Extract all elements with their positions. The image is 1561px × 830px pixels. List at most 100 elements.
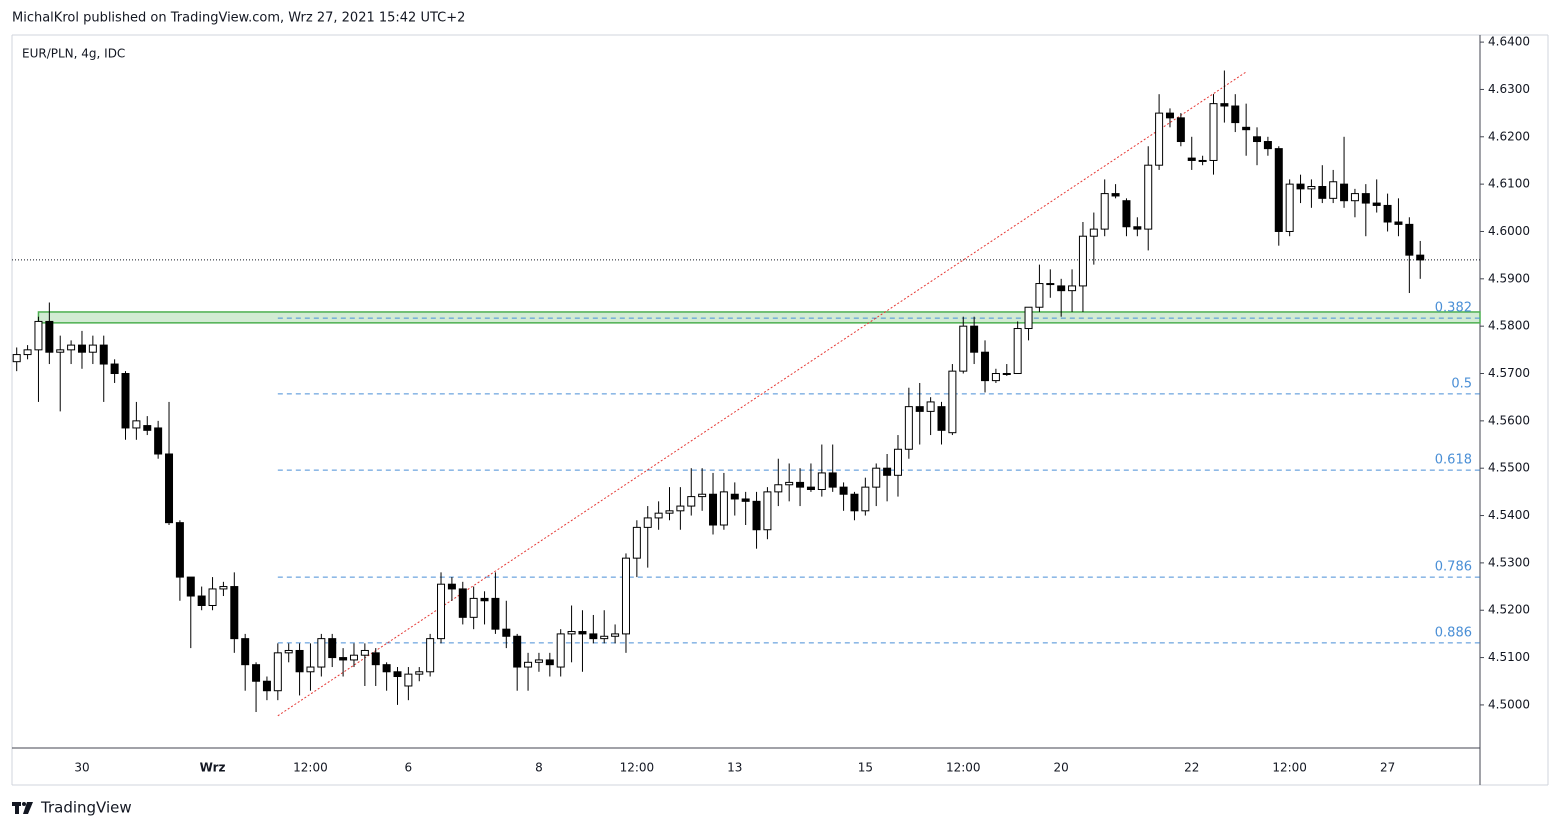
y-tick-label: 4.6300	[1488, 82, 1530, 96]
candle-body	[208, 588, 217, 606]
candle-body	[1176, 117, 1185, 143]
candle-body	[1253, 136, 1262, 143]
candle-body	[839, 486, 848, 495]
fib-label: 0.618	[1435, 453, 1472, 468]
candle-body	[1089, 228, 1098, 237]
candle-body	[1068, 285, 1077, 292]
candle-body	[491, 597, 500, 630]
candle-body	[698, 493, 707, 498]
candle-body	[1394, 221, 1403, 225]
candle-body	[1274, 148, 1283, 232]
candle-body	[306, 666, 315, 673]
candle-body	[186, 576, 195, 597]
candle-body	[981, 351, 990, 382]
candle-body	[883, 467, 892, 476]
candle-body	[687, 496, 696, 507]
candle-body	[415, 671, 424, 675]
x-tick-label: 13	[727, 761, 742, 775]
candle-body	[904, 406, 913, 450]
candle-body	[262, 680, 271, 692]
candle-body	[1383, 204, 1392, 223]
candle-body	[774, 484, 783, 493]
x-tick-label: 15	[858, 761, 873, 775]
candle-body	[806, 486, 815, 491]
x-tick-label: 12:00	[293, 761, 328, 775]
candle-body	[56, 349, 65, 353]
candle-body	[12, 354, 21, 363]
candle-body	[709, 493, 718, 526]
candle-body	[1144, 164, 1153, 230]
candle-body	[1198, 159, 1207, 162]
x-tick-label: 20	[1054, 761, 1069, 775]
candle-body	[926, 401, 935, 412]
candle-body	[77, 344, 86, 353]
candle-body	[143, 425, 152, 431]
candle-body	[404, 673, 413, 687]
candle-body	[861, 486, 870, 512]
y-tick-label: 4.5500	[1488, 461, 1530, 475]
candle-body	[828, 472, 837, 488]
candle-body	[273, 652, 282, 692]
y-tick-label: 4.5600	[1488, 413, 1530, 427]
y-tick-label: 4.6200	[1488, 129, 1530, 143]
candle-body	[1263, 141, 1272, 150]
brand: TradingView	[40, 799, 132, 817]
candle-body	[1340, 183, 1349, 202]
candle-body	[426, 638, 435, 673]
candle-body	[165, 453, 174, 524]
candle-body	[121, 373, 130, 429]
candle-body	[611, 633, 620, 637]
y-tick-label: 4.5800	[1488, 319, 1530, 333]
candle-body	[850, 493, 859, 512]
candle-body	[23, 349, 32, 356]
candle-body	[1329, 181, 1338, 199]
candle-body	[284, 649, 293, 654]
x-tick-label: 30	[74, 761, 89, 775]
candle-body	[1057, 285, 1066, 292]
candle-body	[1155, 112, 1164, 166]
y-tick-label: 4.5400	[1488, 508, 1530, 522]
candle-body	[948, 370, 957, 434]
candle-body	[1361, 193, 1370, 204]
candle-body	[785, 481, 794, 486]
candle-body	[915, 406, 924, 412]
candle-body	[230, 586, 239, 640]
candle-body	[752, 500, 761, 531]
candle-body	[991, 373, 1000, 382]
candle-body	[1416, 254, 1425, 261]
candle-body	[1209, 103, 1218, 161]
candle-body	[241, 638, 250, 666]
candle-body	[132, 420, 141, 429]
y-tick-label: 4.5700	[1488, 366, 1530, 380]
symbol-title: EUR/PLN, 4g, IDC	[22, 47, 125, 61]
x-tick-label: 12:00	[1272, 761, 1307, 775]
candle-body	[719, 491, 728, 526]
candle-body	[872, 467, 881, 488]
candle-body	[556, 633, 565, 668]
candle-body	[959, 325, 968, 372]
candle-body	[524, 661, 533, 668]
candle-body	[1285, 183, 1294, 232]
candle-body	[1242, 126, 1251, 131]
candle-body	[382, 664, 391, 673]
candle-body	[371, 652, 380, 666]
fib-label: 0.886	[1435, 625, 1472, 640]
candle-body	[534, 659, 543, 663]
candle-body	[1187, 157, 1196, 161]
candle-body	[447, 583, 456, 590]
candle-body	[88, 344, 97, 353]
x-tick-label: 12:00	[620, 761, 655, 775]
candle-body	[893, 448, 902, 476]
x-tick-label: 22	[1184, 761, 1199, 775]
candle-body	[567, 631, 576, 635]
support-zone	[37, 311, 1481, 324]
candle-body	[1350, 193, 1359, 202]
y-tick-label: 4.5000	[1488, 697, 1530, 711]
candle-body	[676, 505, 685, 512]
candle-body	[349, 654, 358, 661]
candle-body	[654, 512, 663, 519]
candle-body	[1165, 112, 1174, 119]
candle-body	[665, 510, 674, 514]
candle-body	[1078, 235, 1087, 287]
